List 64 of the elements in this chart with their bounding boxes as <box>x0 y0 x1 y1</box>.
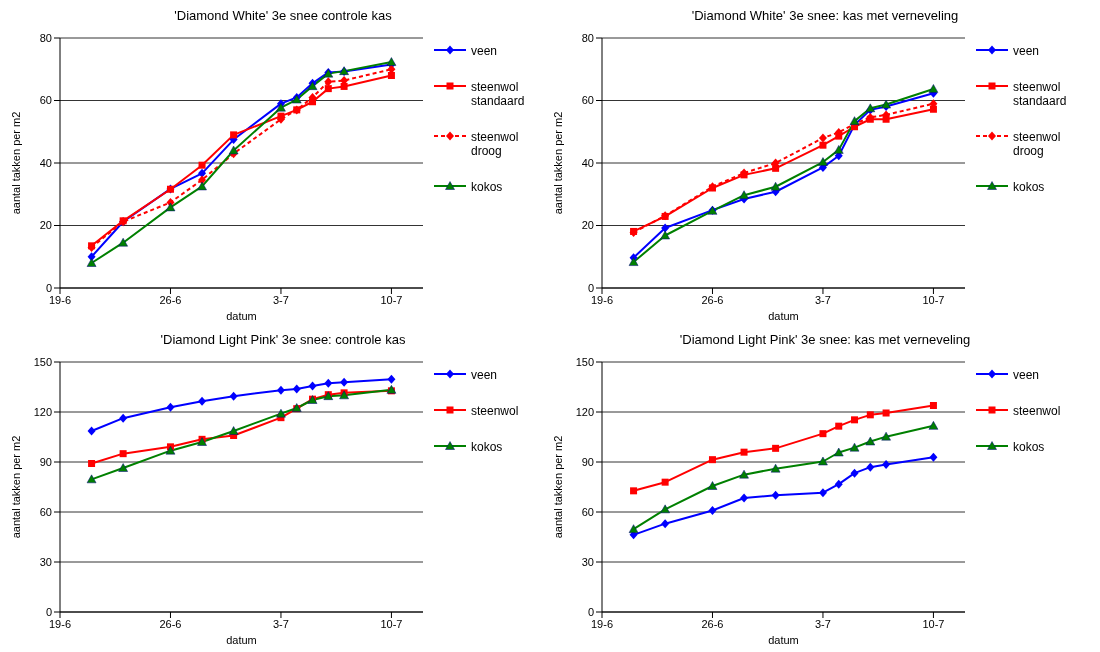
y-tick-label: 80 <box>581 31 594 44</box>
y-axis-title: aantal takken per m2 <box>551 435 564 539</box>
chart-title: 'Diamond White' 3e snee controle kas <box>173 8 393 25</box>
x-tick-label: 26-6 <box>701 617 724 630</box>
chart-title: 'Diamond Light Pink' 3e snee: kas met verneveling <box>678 332 972 349</box>
legend-label: steenwol <box>471 404 519 418</box>
legend-label: kokos <box>1013 180 1045 194</box>
legend-label: steenwol standaard <box>1013 80 1068 108</box>
chart-title: 'Diamond Light Pink' 3e snee: controle kas <box>159 332 407 349</box>
x-axis-title: datum <box>226 310 257 322</box>
y-tick-label: 150 <box>33 355 52 368</box>
x-tick-label: 19-6 <box>590 293 614 306</box>
legend-label: veen <box>471 44 498 58</box>
x-axis-title: datum <box>768 634 799 646</box>
x-tick-label: 3-7 <box>815 617 831 630</box>
y-axis-title: aantal takken per m2 <box>9 435 22 539</box>
y-tick-label: 90 <box>39 455 52 468</box>
x-tick-label: 3-7 <box>815 293 831 306</box>
y-tick-label: 40 <box>39 156 52 169</box>
legend-label: steenwol droog <box>1013 130 1062 158</box>
y-tick-label: 40 <box>581 156 594 169</box>
x-tick-label: 10-7 <box>380 617 403 630</box>
chart-title: 'Diamond White' 3e snee: kas met verneveling <box>690 8 960 25</box>
y-tick-label: 80 <box>39 31 52 44</box>
y-axis-title: aantal takken per m2 <box>551 111 564 215</box>
x-tick-label: 26-6 <box>701 293 724 306</box>
x-tick-label: 3-7 <box>273 293 289 306</box>
y-tick-label: 60 <box>39 94 52 107</box>
y-tick-label: 60 <box>581 94 594 107</box>
y-tick-label: 120 <box>575 405 594 418</box>
y-tick-label: 30 <box>39 555 52 568</box>
x-tick-label: 3-7 <box>273 617 289 630</box>
y-tick-label: 150 <box>575 355 594 368</box>
x-tick-label: 19-6 <box>590 617 614 630</box>
legend-label: kokos <box>471 180 503 194</box>
legend-label: kokos <box>471 440 503 454</box>
x-tick-label: 26-6 <box>159 293 182 306</box>
y-tick-label: 0 <box>45 605 52 618</box>
x-tick-label: 10-7 <box>922 293 945 306</box>
legend-label: kokos <box>1013 440 1045 454</box>
y-tick-label: 120 <box>33 405 52 418</box>
x-tick-label: 26-6 <box>159 617 182 630</box>
y-axis-title: aantal takken per m2 <box>9 111 22 215</box>
y-tick-label: 0 <box>45 281 52 294</box>
y-tick-label: 90 <box>581 455 594 468</box>
x-axis-title: datum <box>226 634 257 646</box>
legend-label: steenwol droog <box>471 130 520 158</box>
legend-label: veen <box>1013 368 1040 382</box>
y-tick-label: 0 <box>587 605 594 618</box>
legend-label: steenwol <box>1013 404 1061 418</box>
y-tick-label: 20 <box>581 219 594 232</box>
legend-label: steenwol standaard <box>471 80 526 108</box>
y-tick-label: 60 <box>39 505 52 518</box>
x-tick-label: 19-6 <box>48 293 72 306</box>
x-axis-title: datum <box>768 310 799 322</box>
x-tick-label: 10-7 <box>380 293 403 306</box>
legend-label: veen <box>1013 44 1040 58</box>
legend-label: veen <box>471 368 498 382</box>
y-tick-label: 20 <box>39 219 52 232</box>
y-tick-label: 30 <box>581 555 594 568</box>
y-tick-label: 60 <box>581 505 594 518</box>
x-tick-label: 10-7 <box>922 617 945 630</box>
x-tick-label: 19-6 <box>48 617 72 630</box>
y-tick-label: 0 <box>587 281 594 294</box>
